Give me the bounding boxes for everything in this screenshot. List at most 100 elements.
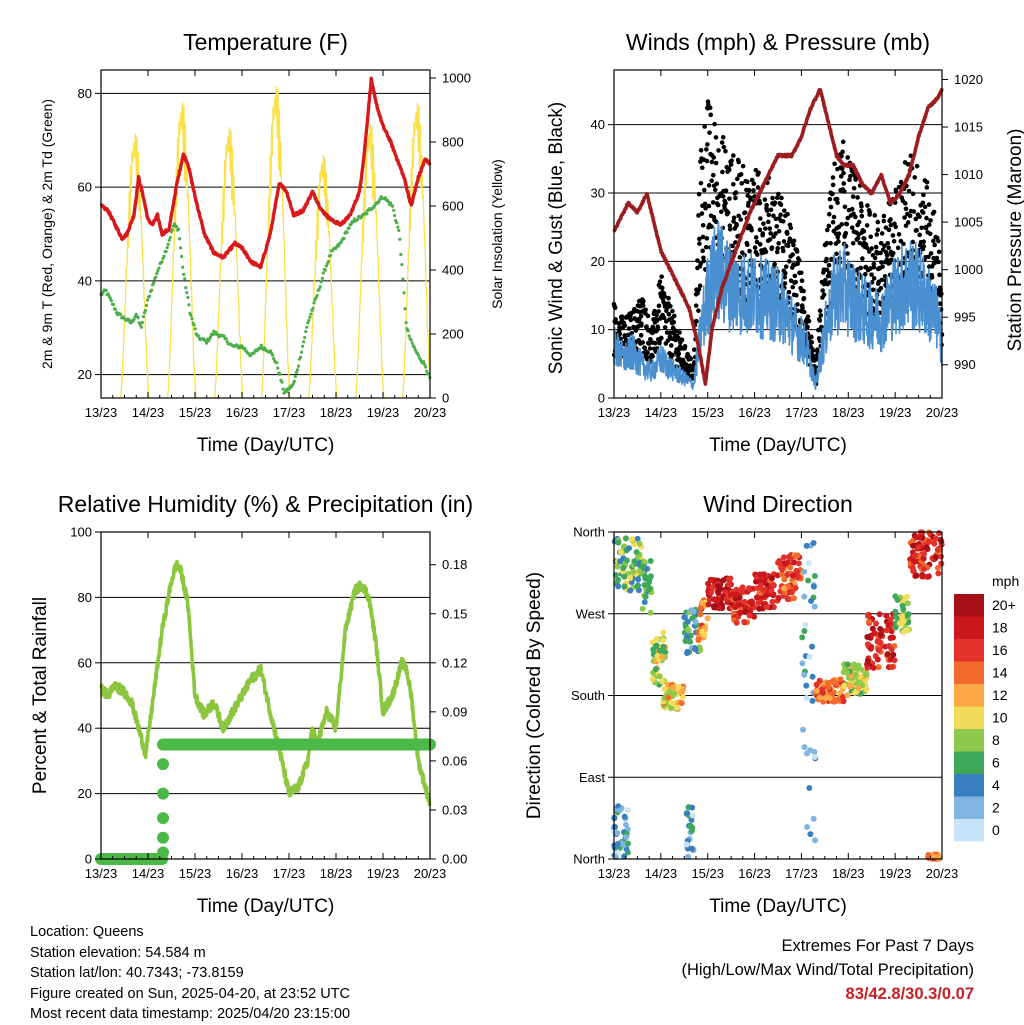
- dewpoint-point: [423, 362, 427, 366]
- x-axis-label: Time (Day/UTC): [197, 435, 335, 456]
- direction-point: [698, 628, 705, 635]
- gust-point: [845, 251, 850, 256]
- winds-pressure-panel: 13/23 14/23 15/23 16/23 17/23 18/23 19/23 20/23…: [546, 29, 1024, 456]
- y-tick-label: 30: [591, 186, 605, 201]
- direction-point: [668, 705, 675, 712]
- gust-point: [704, 158, 710, 164]
- direction-point: [622, 535, 629, 542]
- x-tick-label: 13/23: [598, 405, 631, 420]
- gust-point: [827, 270, 832, 276]
- gust-point: [914, 163, 920, 169]
- direction-point: [890, 651, 897, 658]
- gust-point: [881, 218, 887, 224]
- gust-point: [788, 278, 794, 283]
- direction-point: [892, 613, 899, 620]
- x-tick-label: 17/23: [273, 405, 306, 420]
- x-tick-label: 15/23: [691, 866, 724, 881]
- legend-label: 4: [992, 777, 1000, 793]
- station-info: Location: Queens Station elevation: 54.5…: [30, 922, 350, 1025]
- x-tick-label: 18/23: [320, 405, 353, 420]
- dewpoint-point: [304, 329, 308, 334]
- dewpoint-point: [345, 230, 349, 235]
- direction-point: [904, 600, 911, 607]
- legend-label: 0: [992, 822, 1000, 838]
- gust-point: [659, 274, 664, 279]
- direction-point: [617, 558, 624, 565]
- dewpoint-point: [301, 344, 305, 348]
- direction-point: [873, 620, 880, 627]
- direction-point: [697, 647, 704, 654]
- dewpoint-point: [166, 242, 170, 246]
- gust-point: [668, 343, 674, 348]
- y-tick-label: 20: [591, 254, 605, 269]
- gust-point: [903, 223, 909, 229]
- direction-point: [614, 576, 621, 583]
- direction-point: [697, 611, 704, 618]
- gust-point: [778, 202, 784, 208]
- legend-label: 10: [992, 710, 1008, 726]
- x-tick-label: 19/23: [879, 866, 912, 881]
- direction-point: [865, 618, 872, 625]
- direction-point: [894, 596, 901, 603]
- gust-point: [839, 153, 844, 159]
- direction-point: [938, 560, 945, 567]
- gust-point: [857, 240, 863, 246]
- direction-point: [779, 566, 786, 573]
- gust-point: [644, 324, 649, 329]
- direction-point: [813, 688, 820, 695]
- dewpoint-point: [176, 227, 181, 231]
- gust-point: [712, 121, 717, 127]
- legend-title: mph: [992, 573, 1019, 589]
- y2-tick-label: 600: [442, 199, 464, 214]
- gust-point: [650, 330, 655, 336]
- y2-tick-label: 1000: [954, 262, 983, 277]
- direction-point: [837, 676, 844, 683]
- legend-label: 16: [992, 642, 1008, 658]
- y2-tick-label: 800: [442, 135, 464, 150]
- gust-point: [625, 332, 631, 338]
- direction-point: [931, 540, 938, 547]
- y2-tick-label: 0.03: [442, 802, 467, 817]
- gust-point: [867, 212, 872, 217]
- gust-point: [927, 231, 933, 237]
- direction-point: [711, 604, 718, 611]
- y-tick-label: 0: [85, 852, 92, 867]
- gust-point: [820, 288, 825, 293]
- direction-point: [799, 634, 806, 641]
- y-tick-label: 40: [78, 273, 92, 288]
- gust-point: [922, 204, 928, 210]
- gust-point: [859, 213, 865, 219]
- gust-point: [826, 211, 832, 217]
- direction-point: [875, 647, 882, 654]
- gust-point: [879, 260, 884, 265]
- gust-point: [830, 182, 836, 188]
- dewpoint-point: [359, 215, 364, 219]
- gust-point: [691, 347, 697, 352]
- direction-point: [649, 676, 656, 683]
- direction-point: [936, 530, 943, 537]
- dewpoint-point: [319, 280, 323, 284]
- y2-tick-label: 1000: [442, 71, 471, 86]
- direction-point: [751, 613, 758, 620]
- gust-point: [772, 200, 778, 206]
- chart-title: Wind Direction: [703, 491, 853, 517]
- gust-point: [771, 213, 776, 219]
- dewpoint-point: [292, 379, 296, 383]
- gust-point: [746, 187, 752, 193]
- direction-point: [905, 611, 912, 618]
- precip-point: [157, 812, 170, 825]
- direction-point: [864, 634, 871, 641]
- direction-point: [851, 661, 858, 668]
- gust-point: [937, 301, 943, 306]
- dewpoint-point: [321, 271, 325, 275]
- gust-point: [921, 239, 927, 245]
- gust-point: [733, 195, 738, 201]
- gust-point: [779, 195, 784, 201]
- dewpoint-point: [302, 340, 306, 344]
- dewpoint-point: [412, 345, 416, 349]
- dewpoint-point: [355, 218, 360, 222]
- gust-point: [871, 261, 877, 267]
- gust-point: [657, 279, 663, 284]
- gust-point: [697, 283, 703, 289]
- y-axis-label: Direction (Colored By Speed): [524, 572, 545, 819]
